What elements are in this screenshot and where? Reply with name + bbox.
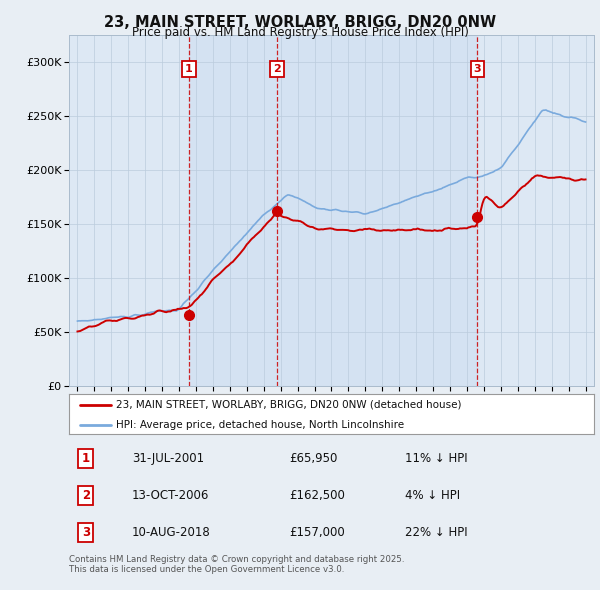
Text: 2: 2 xyxy=(273,64,281,74)
Text: £162,500: £162,500 xyxy=(290,489,346,502)
Text: 1: 1 xyxy=(185,64,193,74)
Text: 22% ↓ HPI: 22% ↓ HPI xyxy=(405,526,467,539)
Text: 31-JUL-2001: 31-JUL-2001 xyxy=(132,452,204,465)
Text: 3: 3 xyxy=(473,64,481,74)
Text: 23, MAIN STREET, WORLABY, BRIGG, DN20 0NW (detached house): 23, MAIN STREET, WORLABY, BRIGG, DN20 0N… xyxy=(116,400,462,410)
Text: 2: 2 xyxy=(82,489,90,502)
Text: £157,000: £157,000 xyxy=(290,526,345,539)
Text: 13-OCT-2006: 13-OCT-2006 xyxy=(132,489,209,502)
Text: 4% ↓ HPI: 4% ↓ HPI xyxy=(405,489,460,502)
Text: 23, MAIN STREET, WORLABY, BRIGG, DN20 0NW: 23, MAIN STREET, WORLABY, BRIGG, DN20 0N… xyxy=(104,15,496,30)
Text: 3: 3 xyxy=(82,526,90,539)
Text: 10-AUG-2018: 10-AUG-2018 xyxy=(132,526,211,539)
Text: Price paid vs. HM Land Registry's House Price Index (HPI): Price paid vs. HM Land Registry's House … xyxy=(131,26,469,39)
Text: 11% ↓ HPI: 11% ↓ HPI xyxy=(405,452,467,465)
Text: Contains HM Land Registry data © Crown copyright and database right 2025.
This d: Contains HM Land Registry data © Crown c… xyxy=(69,555,404,574)
Text: 1: 1 xyxy=(82,452,90,465)
Text: £65,950: £65,950 xyxy=(290,452,338,465)
Bar xyxy=(189,35,478,386)
Text: HPI: Average price, detached house, North Lincolnshire: HPI: Average price, detached house, Nort… xyxy=(116,420,404,430)
